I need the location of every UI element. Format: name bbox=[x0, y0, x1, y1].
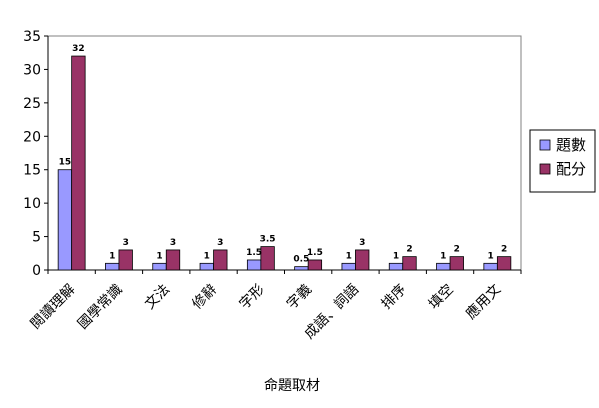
bar-questions bbox=[436, 262, 451, 271]
bar-points bbox=[449, 256, 464, 271]
bar-questions bbox=[483, 262, 498, 271]
data-label: 3 bbox=[170, 238, 176, 248]
y-tick-label: 25 bbox=[23, 96, 41, 112]
x-category-label: 應用文 bbox=[462, 281, 504, 323]
y-tick-label: 10 bbox=[23, 196, 41, 212]
bars bbox=[57, 55, 512, 271]
data-label: 1.5 bbox=[307, 248, 323, 258]
x-category-label: 閱讀理解 bbox=[28, 282, 79, 333]
data-label: 15 bbox=[59, 158, 72, 168]
bar-questions bbox=[388, 262, 404, 271]
x-category-label: 排序 bbox=[378, 282, 409, 313]
plot-area bbox=[47, 35, 522, 271]
bar-points bbox=[402, 256, 417, 271]
data-label: 3 bbox=[217, 238, 223, 248]
data-label: 0.5 bbox=[293, 255, 309, 265]
data-label: 1 bbox=[487, 251, 493, 261]
data-label: 3 bbox=[359, 238, 365, 248]
x-category-label: 字形 bbox=[237, 282, 268, 313]
bar-points bbox=[213, 249, 228, 271]
x-axis-title: 命題取材 bbox=[264, 377, 320, 394]
data-label: 2 bbox=[454, 245, 460, 255]
y-tick-label: 35 bbox=[23, 29, 41, 45]
bar-points bbox=[307, 259, 323, 271]
y-tick-label: 0 bbox=[32, 263, 41, 279]
bar-questions bbox=[341, 262, 356, 271]
x-category-label: 文法 bbox=[142, 282, 173, 313]
x-category-label: 填空 bbox=[426, 282, 457, 313]
bar-points bbox=[118, 249, 133, 271]
data-label: 1 bbox=[204, 251, 210, 261]
bar-points bbox=[165, 249, 181, 271]
bar-questions bbox=[199, 262, 214, 271]
data-label: 2 bbox=[501, 245, 507, 255]
data-label: 1 bbox=[156, 251, 162, 261]
y-axis: 0 5 10 15 20 25 30 35 bbox=[23, 29, 49, 279]
bar-points bbox=[71, 55, 86, 271]
legend-swatch bbox=[539, 163, 551, 175]
x-category-label: 修辭 bbox=[189, 282, 220, 313]
bar-points bbox=[496, 256, 512, 271]
data-label: 1 bbox=[393, 251, 399, 261]
bar-points bbox=[260, 246, 275, 271]
data-label: 1 bbox=[109, 251, 115, 261]
bar-questions bbox=[105, 262, 120, 271]
x-category-label: 字義 bbox=[283, 281, 315, 313]
bar-questions bbox=[246, 259, 262, 271]
data-label: 3 bbox=[123, 238, 129, 248]
plot-frame bbox=[47, 35, 522, 271]
bar-questions bbox=[152, 262, 167, 271]
data-label: 1 bbox=[346, 251, 352, 261]
legend-label: 題數 bbox=[556, 136, 586, 154]
legend-label: 配分 bbox=[556, 160, 586, 178]
y-tick-label: 30 bbox=[23, 62, 41, 78]
data-label: 1.5 bbox=[246, 248, 262, 258]
y-tick-label: 5 bbox=[32, 230, 41, 246]
bar-questions bbox=[294, 266, 309, 271]
y-tick-label: 20 bbox=[23, 129, 41, 145]
data-label: 2 bbox=[406, 245, 412, 255]
legend-swatch bbox=[539, 139, 551, 151]
bar-questions bbox=[57, 169, 73, 271]
data-label: 3.5 bbox=[260, 235, 276, 245]
data-label: 1 bbox=[440, 251, 446, 261]
data-label: 32 bbox=[72, 44, 85, 54]
y-tick-label: 15 bbox=[23, 163, 41, 179]
bar-points bbox=[355, 249, 370, 271]
x-category-label: 國學常識 bbox=[75, 282, 126, 333]
